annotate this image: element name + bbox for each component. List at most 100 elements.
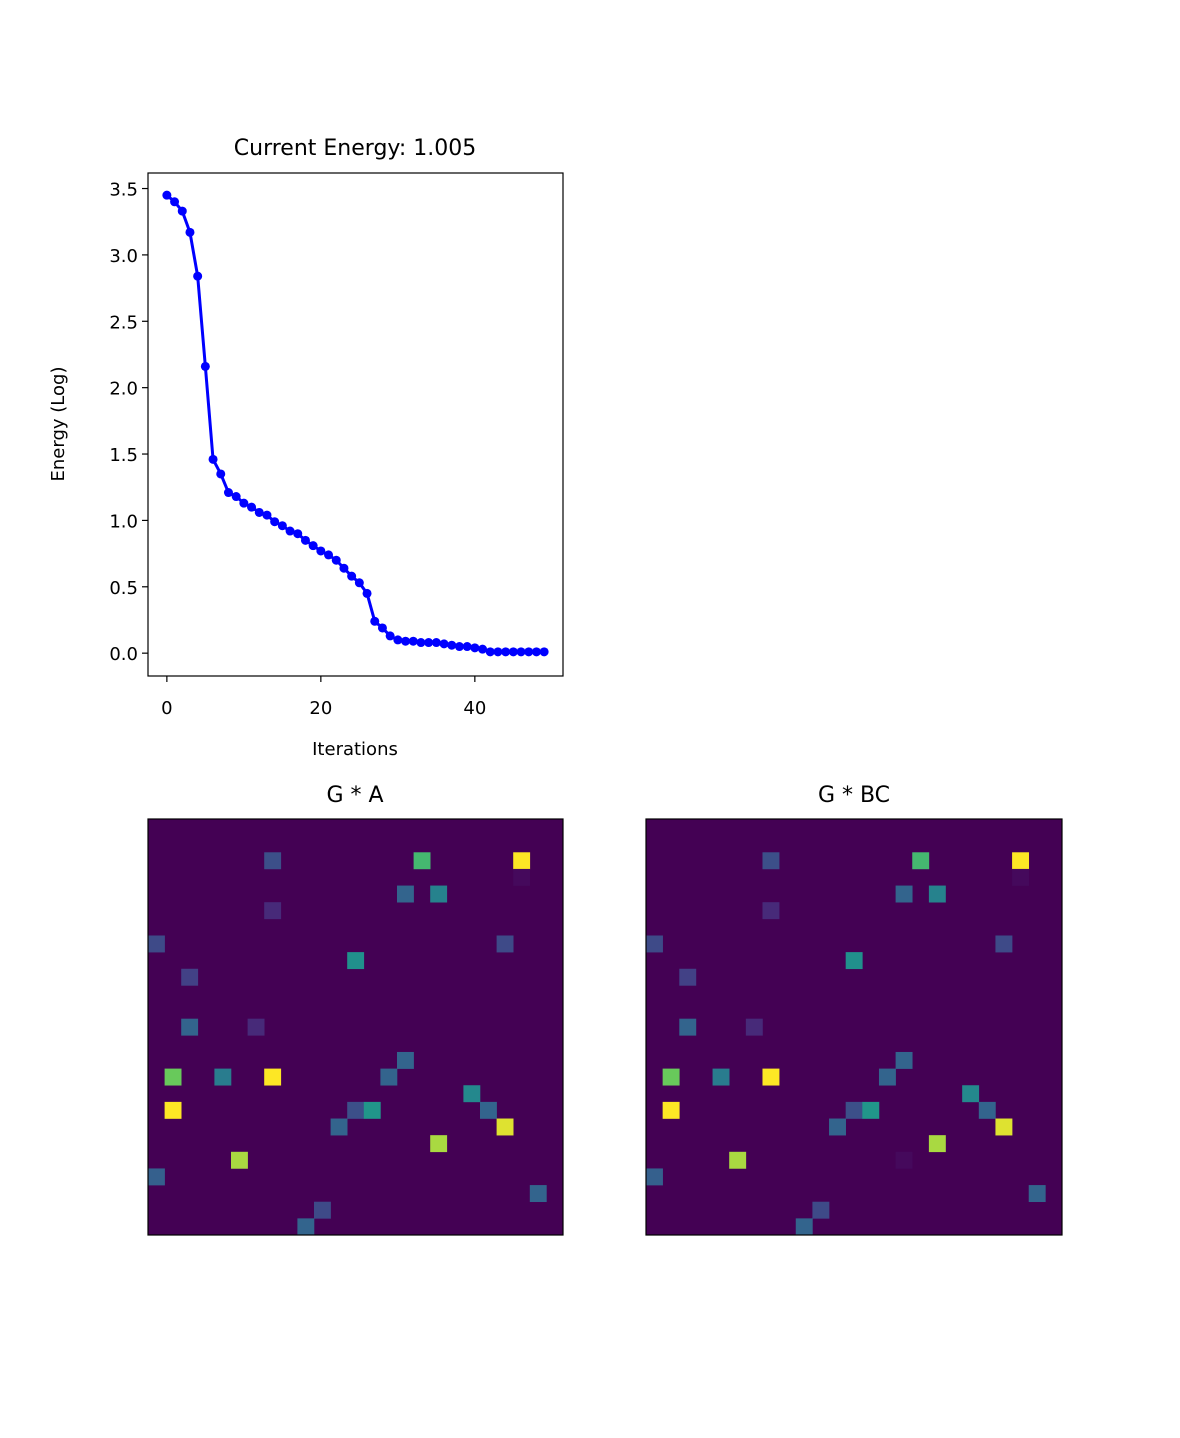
heatmap-g-a-background	[148, 819, 563, 1235]
heatmap-g-bc-title: G * BC	[818, 783, 890, 808]
heatmap-g-a-cell	[397, 1051, 414, 1069]
heatmap-g-a-cell	[513, 852, 531, 870]
energy-data-point	[247, 502, 257, 512]
heatmap-g-bc-cell	[912, 852, 930, 870]
energy-data-point	[377, 623, 387, 633]
energy-data-point	[539, 647, 549, 657]
energy-data-point	[339, 563, 349, 573]
y-tick-label: 0.0	[109, 644, 138, 665]
heatmap-g-a-cell	[363, 1101, 381, 1119]
heatmap-g-bc-cell	[712, 1068, 730, 1086]
energy-y-ticks: 0.0 0.5 1.0 1.5 2.0 2.5 3.0 3.5	[109, 180, 148, 665]
heatmap-g-bc-cells	[646, 819, 1062, 1236]
heatmap-g-bc-cell	[795, 1218, 813, 1236]
heatmap-g-bc-cell	[812, 1201, 830, 1219]
heatmap-g-bc-cell	[878, 1068, 896, 1086]
y-tick-label: 2.5	[109, 312, 138, 333]
heatmap-g-a-cell	[496, 935, 514, 953]
heatmap-g-bc-cell	[679, 968, 697, 986]
x-tick-label: 40	[463, 698, 486, 719]
energy-data-point	[347, 571, 357, 581]
energy-data-point	[177, 206, 187, 216]
heatmap-g-bc-cell	[895, 885, 913, 903]
x-tick-label: 20	[309, 698, 332, 719]
heatmap-g-bc-cell	[928, 885, 946, 903]
heatmap-g-bc-cell	[995, 935, 1013, 953]
heatmap-g-a: G * A	[147, 783, 564, 1236]
energy-data-point	[354, 578, 364, 588]
y-tick-label: 0.5	[109, 578, 138, 599]
energy-data-point	[162, 190, 172, 200]
energy-data-point	[316, 546, 326, 556]
heatmap-g-a-cell	[529, 1185, 547, 1203]
heatmap-g-a-cell	[480, 1101, 497, 1119]
heatmap-g-bc-cell	[679, 1018, 697, 1036]
heatmap-g-bc-cell	[962, 1085, 980, 1103]
heatmap-g-a-cell	[214, 1068, 232, 1086]
heatmap-g-a-cell	[463, 1085, 481, 1103]
heatmap-g-bc-cell	[646, 1168, 663, 1186]
heatmap-g-bc-cell	[1012, 868, 1030, 886]
energy-data-point	[485, 647, 495, 657]
heatmap-g-bc-cell	[978, 1101, 996, 1119]
heatmap-g-bc-cell	[762, 1068, 780, 1086]
energy-data-point	[285, 526, 295, 536]
energy-data-point	[416, 638, 426, 648]
heatmap-g-a-cell	[247, 1018, 265, 1036]
heatmap-g-a-title: G * A	[326, 783, 383, 808]
heatmap-g-a-cell	[347, 1101, 365, 1119]
energy-data-point	[277, 521, 287, 531]
heatmap-g-bc-cell	[995, 1118, 1013, 1136]
energy-data-point	[200, 361, 210, 371]
heatmap-g-a-cells	[148, 819, 563, 1236]
y-tick-label: 3.5	[109, 180, 138, 201]
energy-data-point	[239, 498, 249, 508]
energy-data-point	[193, 271, 203, 281]
energy-line-chart: Current Energy: 1.005 0.0 0.5 1.0 1.5 2.0 2.5…	[48, 136, 564, 760]
energy-data-point	[531, 647, 541, 657]
energy-data-point	[393, 635, 403, 645]
energy-data-point	[524, 647, 534, 657]
y-tick-label: 3.0	[109, 246, 138, 267]
heatmap-g-bc-cell	[829, 1118, 846, 1136]
energy-y-axis-label: Energy (Log)	[48, 367, 69, 482]
energy-data-point	[431, 638, 441, 648]
energy-data-point	[408, 636, 418, 646]
heatmap-g-a-cell	[231, 1151, 248, 1169]
energy-data-point	[439, 639, 449, 649]
heatmap-g-bc-cell	[845, 1101, 863, 1119]
y-tick-label: 1.5	[109, 445, 138, 466]
energy-data-point	[370, 616, 380, 626]
heatmap-g-bc-frame	[645, 818, 1063, 1236]
heatmap-g-bc: G * BC	[645, 783, 1063, 1236]
y-tick-label: 2.0	[109, 379, 138, 400]
heatmap-g-a-cell	[513, 868, 531, 886]
energy-data-point	[493, 647, 503, 657]
heatmap-g-a-cell	[264, 852, 282, 870]
energy-x-ticks: 0 20 40	[161, 676, 486, 719]
energy-series	[162, 190, 549, 657]
energy-data-point	[223, 488, 233, 498]
heatmap-g-a-cell	[430, 885, 448, 903]
energy-data-point	[385, 631, 395, 641]
energy-plot-frame	[147, 172, 564, 677]
energy-data-point	[447, 640, 457, 650]
energy-data-point	[324, 550, 334, 560]
energy-data-point	[170, 197, 180, 207]
heatmap-g-a-cell	[181, 1018, 199, 1036]
heatmap-g-a-cell	[164, 1068, 182, 1086]
x-tick-label: 0	[161, 698, 172, 719]
heatmap-g-a-cell	[347, 952, 365, 970]
heatmap-g-a-cell	[164, 1101, 182, 1119]
energy-data-point	[424, 638, 434, 648]
heatmap-g-bc-cell	[662, 1101, 680, 1119]
heatmap-g-a-cell	[430, 1135, 448, 1153]
heatmap-g-bc-cell	[928, 1135, 946, 1153]
heatmap-g-a-cell	[297, 1218, 315, 1236]
heatmap-g-a-cell	[148, 1168, 165, 1186]
energy-data-point	[470, 643, 480, 653]
heatmap-g-a-cell	[496, 1118, 514, 1136]
energy-data-point	[478, 644, 488, 654]
heatmap-g-a-cell	[148, 935, 165, 953]
heatmap-g-bc-cell	[762, 852, 780, 870]
